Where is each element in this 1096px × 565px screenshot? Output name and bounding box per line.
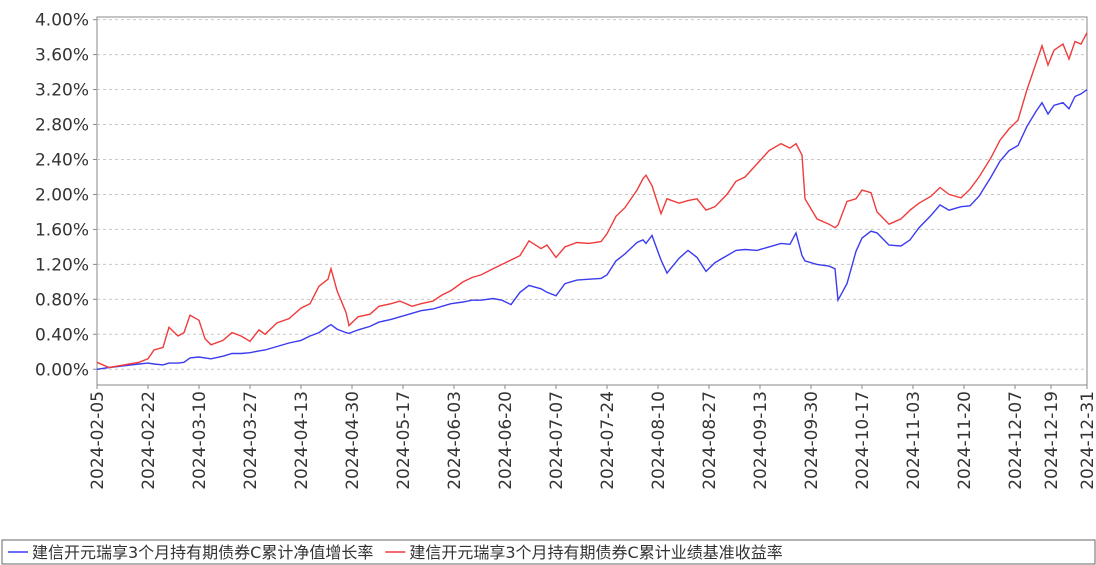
y-tick-label: 4.00% (35, 11, 89, 31)
legend-text: 建信开元瑞享3个月持有期债券C累计净值增长率 (32, 543, 373, 562)
x-tick-label: 2024-12-31 (1078, 391, 1096, 490)
y-tick-label: 0.40% (35, 325, 89, 345)
plot-area (96, 16, 1088, 386)
x-tick-label: 2024-08-10 (649, 391, 669, 490)
y-tick-label: 1.60% (35, 220, 89, 240)
x-tick-label: 2024-07-24 (598, 391, 618, 490)
series-line (96, 89, 1088, 370)
legend-text: 建信开元瑞享3个月持有期债券C累计业绩基准收益率 (409, 543, 782, 562)
legend-box (1, 539, 1096, 565)
y-tick-label: 3.60% (35, 46, 89, 66)
x-tick-label: 2024-11-20 (955, 391, 975, 490)
x-tick-label: 2024-03-27 (241, 391, 261, 490)
x-tick-label: 2024-12-19 (1042, 391, 1062, 490)
x-tick-label: 2024-02-05 (88, 391, 108, 490)
y-tick-label: 2.00% (35, 185, 89, 205)
x-tick-label: 2024-06-20 (496, 391, 516, 490)
x-tick-label: 2024-09-13 (751, 391, 771, 490)
y-tick-label: 3.20% (35, 81, 89, 101)
y-tick-label: 1.20% (35, 255, 89, 275)
x-tick-label: 2024-10-17 (853, 391, 873, 490)
x-tick-label: 2024-04-30 (343, 391, 363, 490)
x-tick-label: 2024-08-27 (700, 391, 720, 490)
x-tick-label: 2024-12-07 (1006, 391, 1026, 490)
x-tick-label: 2024-07-07 (547, 391, 567, 490)
x-tick-label: 2024-09-30 (802, 391, 822, 490)
x-tick-label: 2024-05-17 (394, 391, 414, 490)
y-tick-label: 2.80% (35, 116, 89, 136)
x-tick-label: 2024-06-03 (445, 391, 465, 490)
x-tick-label: 2024-02-22 (139, 391, 159, 490)
series-line (96, 32, 1088, 369)
y-tick-label: 0.80% (35, 290, 89, 310)
x-tick-label: 2024-03-10 (190, 391, 210, 490)
y-tick-label: 0.00% (35, 360, 89, 380)
y-tick-label: 2.40% (35, 150, 89, 170)
x-tick-label: 2024-04-13 (292, 391, 312, 490)
x-tick-label: 2024-11-03 (904, 391, 924, 490)
